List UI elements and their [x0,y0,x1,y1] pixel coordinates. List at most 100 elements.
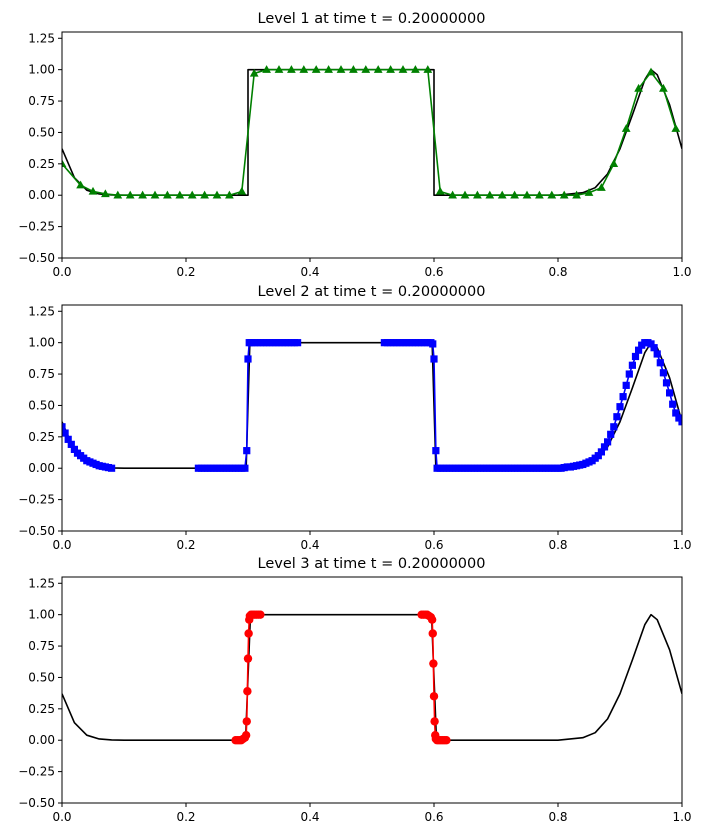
data-point-triangle [237,186,247,195]
data-point-square [62,423,66,431]
y-tick-label: 1.25 [28,31,55,45]
panel-level-1: Level 1 at time t = 0.20000000 0.0 0.2 0.4… [18,11,691,279]
plot-area [62,610,682,745]
y-tick-label: −0.25 [18,220,55,234]
data-point-circle [242,717,251,726]
data-point-square [650,344,658,352]
data-point-square [613,413,621,421]
x-tick-label: 0.8 [548,538,567,552]
y-tick-label: 0.75 [28,94,55,108]
x-tick-label: 0.0 [52,810,71,824]
data-point-circle [244,629,253,638]
data-point-triangle [510,190,519,199]
data-point-triangle [386,65,395,73]
y-tick-label: −0.50 [18,524,55,538]
plot-area [62,339,682,472]
data-point-triangle [336,65,346,73]
y-tick-label: 0.25 [28,430,55,444]
data-point-triangle [62,159,67,168]
data-point-triangle [163,190,172,199]
data-point-triangle [88,186,98,195]
data-point-square [430,355,438,363]
data-point-triangle [559,190,569,199]
data-point-triangle [473,190,482,199]
panel-title: Level 1 at time t = 0.20000000 [258,11,486,27]
data-point-square [619,393,627,401]
data-point-square [604,438,612,446]
data-point-square [64,435,72,443]
y-tick-label: −0.50 [18,251,55,265]
data-point-square [653,350,661,358]
data-point-triangle [609,159,619,168]
axes-frame [61,576,683,804]
data-point-square [635,346,643,354]
data-point-square [594,452,602,460]
data-point-square [432,447,440,455]
data-point-square [429,340,437,348]
data-point-triangle [448,190,457,199]
x-tick-label: 0.0 [52,265,71,279]
data-point-square [67,440,75,448]
data-point-triangle [522,190,532,199]
data-point-triangle [671,124,681,132]
axes-frame [61,304,683,532]
panel-level-3: Level 3 at time t = 0.20000000 0.0 0.2 0.4… [18,556,691,824]
y-tick-label: −0.25 [18,493,55,507]
x-tick-label: 1.0 [672,265,691,279]
x-tick-label: 0.4 [300,810,319,824]
data-point-square [610,423,618,431]
axes-frame [61,31,683,259]
data-point-square [597,448,605,456]
data-point-triangle [324,65,333,73]
data-point-square [622,381,630,389]
data-point-triangle [225,190,234,199]
y-tick-label: −0.50 [18,796,55,810]
data-point-triangle [597,183,606,191]
data-point-square [631,352,640,361]
y-tick-label: 1.25 [28,304,55,318]
panel-level-2: Level 2 at time t = 0.20000000 0.0 0.2 0.4… [18,284,691,552]
data-point-triangle [187,190,197,199]
x-tick-label: 0.6 [424,265,443,279]
y-tick-label: 0.50 [28,398,55,412]
data-point-triangle [212,190,222,199]
y-tick-label: 0.75 [28,367,55,381]
data-point-triangle [535,190,544,199]
x-tick-label: 0.2 [176,538,195,552]
x-tick-label: 0.6 [424,810,443,824]
data-point-triangle [411,65,420,73]
data-point-square [672,409,680,417]
data-point-square [666,389,674,397]
y-tick-label: 0.00 [28,733,55,747]
data-point-square [70,445,78,453]
y-tick-label: 0.00 [28,188,55,202]
data-point-triangle [584,188,594,196]
x-tick-label: 0.0 [52,538,71,552]
data-point-square [675,414,682,422]
data-point-square [625,370,633,378]
data-point-circle [241,731,251,740]
y-tick-label: 1.00 [28,336,55,350]
y-tick-label: 0.00 [28,461,55,475]
y-tick-label: 1.00 [28,608,55,622]
panel-title: Level 2 at time t = 0.20000000 [258,284,486,300]
data-point-square [607,430,615,438]
x-tick-label: 0.8 [548,810,567,824]
data-point-circle [243,654,253,663]
data-point-circle [429,659,438,668]
data-point-triangle [398,65,408,73]
y-tick-label: 1.25 [28,576,55,590]
data-point-square [628,361,636,369]
y-tick-label: 0.50 [28,670,55,684]
data-point-triangle [274,65,284,73]
data-point-triangle [101,189,110,198]
data-point-triangle [262,65,271,73]
x-tick-label: 1.0 [672,810,691,824]
x-tick-label: 0.2 [176,265,195,279]
data-point-triangle [125,190,135,199]
data-point-triangle [646,67,656,76]
x-tick-label: 0.2 [176,810,195,824]
data-point-circle [256,610,265,619]
